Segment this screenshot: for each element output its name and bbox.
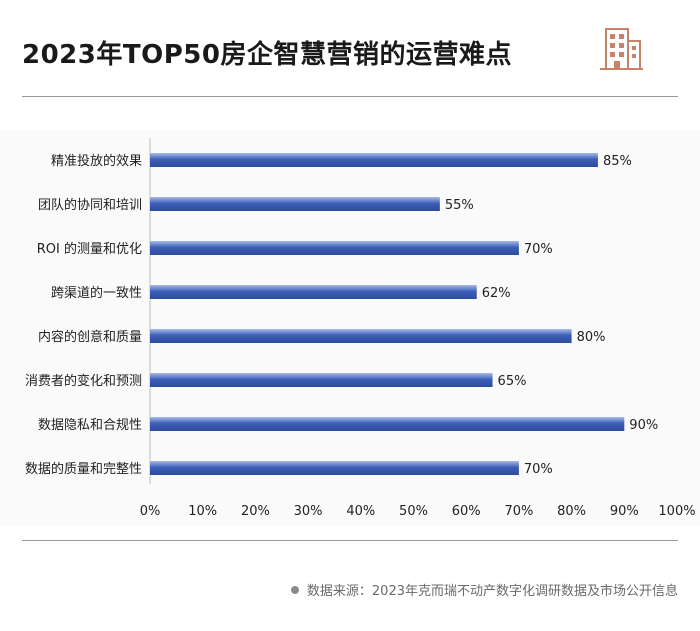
bar <box>150 285 477 299</box>
bar <box>150 417 625 431</box>
category-label: 消费者的变化和预测 <box>25 373 142 389</box>
top-divider <box>22 96 678 97</box>
bullet-icon <box>290 585 299 594</box>
chart-background <box>0 130 700 526</box>
x-tick-label: 30% <box>294 504 323 519</box>
bar-chart: 精准投放的效果 85% 团队的协同和培训 55% ROI 的测量和优化 70% 跨渠道的一致… <box>25 138 696 519</box>
category-label: 精准投放的效果 <box>51 153 142 169</box>
bar <box>150 461 519 475</box>
value-label: 90% <box>629 418 658 433</box>
bar <box>150 241 519 255</box>
x-tick-label: 60% <box>452 504 481 519</box>
bottom-divider <box>22 540 678 541</box>
x-tick-label: 100% <box>658 504 695 519</box>
value-label: 62% <box>482 286 511 301</box>
category-label: ROI 的测量和优化 <box>37 241 142 257</box>
category-label: 跨渠道的一致性 <box>51 285 142 301</box>
x-tick-label: 50% <box>399 504 428 519</box>
page-title: 2023年TOP50房企智慧营销的运营难点 <box>22 40 512 70</box>
source-note: 数据来源：2023年克而瑞不动产数字化调研数据及市场公开信息 <box>290 580 678 599</box>
building-icon <box>600 28 643 70</box>
x-tick-label: 20% <box>241 504 270 519</box>
bar <box>150 153 598 167</box>
source-text: 数据来源：2023年克而瑞不动产数字化调研数据及市场公开信息 <box>306 584 678 599</box>
category-label: 数据隐私和合规性 <box>38 418 142 433</box>
category-label: 内容的创意和质量 <box>38 329 142 345</box>
x-tick-label: 70% <box>504 504 533 519</box>
x-tick-label: 10% <box>188 504 217 519</box>
bar <box>150 197 440 211</box>
value-label: 70% <box>524 242 553 257</box>
value-label: 80% <box>577 330 606 345</box>
value-label: 85% <box>603 154 632 169</box>
value-label: 70% <box>524 462 553 477</box>
x-tick-label: 90% <box>610 504 639 519</box>
x-tick-label: 40% <box>346 504 375 519</box>
bar <box>150 373 493 387</box>
x-tick-label: 0% <box>140 504 161 519</box>
category-label: 团队的协同和培训 <box>38 197 142 213</box>
value-label: 55% <box>445 198 474 213</box>
value-label: 65% <box>498 374 527 389</box>
x-tick-label: 80% <box>557 504 586 519</box>
bar <box>150 329 572 343</box>
category-label: 数据的质量和完整性 <box>25 461 142 477</box>
